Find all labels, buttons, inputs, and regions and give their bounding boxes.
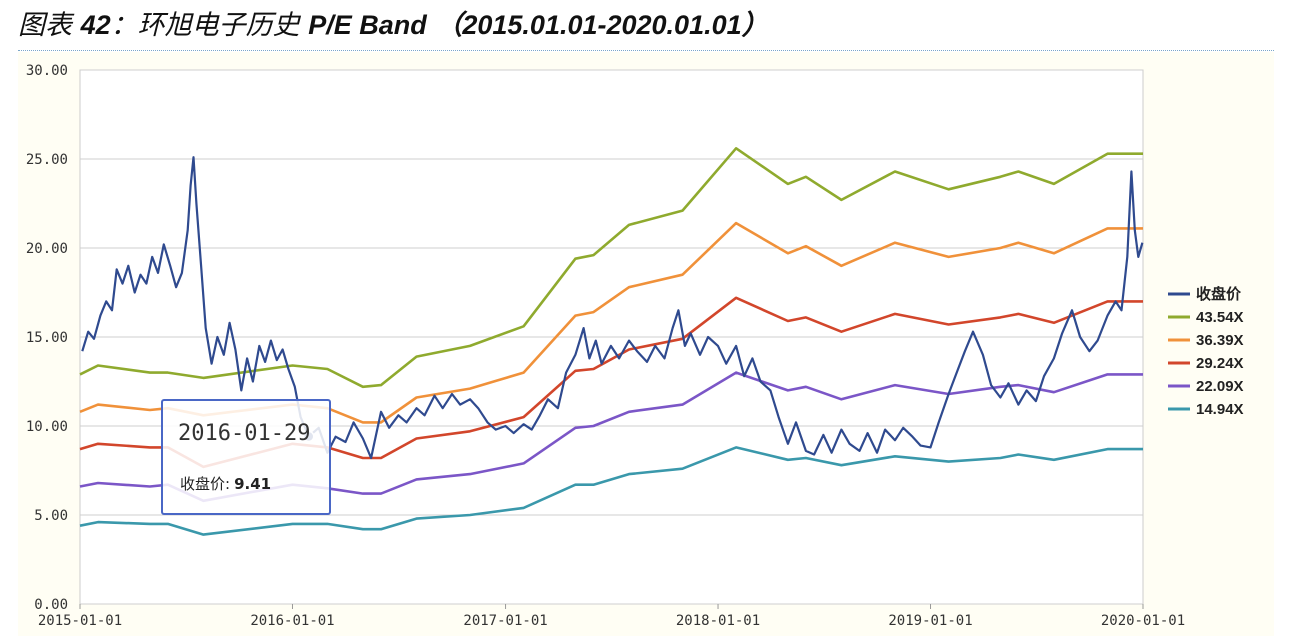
y-tick-label: 5.00	[34, 508, 68, 524]
tooltip-label: 收盘价:	[180, 475, 231, 493]
pe-band-line	[79, 446, 1143, 536]
y-tick-label: 25.00	[26, 152, 68, 168]
legend-label: 14.94X	[1196, 401, 1244, 418]
x-tick-label: 2016-01-01	[250, 613, 334, 629]
title-range: （2015.01.01-2020.01.01）	[435, 10, 769, 40]
title-band: P/E Band	[308, 10, 427, 40]
chart-panel: 0.00 5.00 10.00 15.00 20.00 25.00 30.00 2015-01…	[18, 52, 1274, 636]
x-tick-label: 2019-01-01	[888, 613, 972, 629]
tooltip-value: 9.41	[234, 475, 272, 493]
tooltip-value-row: 收盘价: 9.41	[180, 473, 271, 494]
y-tick-label: 20.00	[26, 241, 68, 257]
y-tick-label: 30.00	[26, 63, 68, 79]
x-tick-label: 2015-01-01	[38, 613, 122, 629]
y-tick-label: 15.00	[26, 330, 68, 346]
close-price-line	[81, 156, 1144, 460]
title-prefix: 图表	[18, 10, 72, 41]
legend-label: 收盘价	[1196, 285, 1242, 303]
x-tick-label: 2020-01-01	[1101, 613, 1185, 629]
tooltip-date: 2016-01-29	[178, 421, 311, 446]
y-tick-label: 10.00	[26, 419, 68, 435]
legend-label: 43.54X	[1196, 309, 1244, 326]
title-divider	[18, 50, 1274, 51]
title-number: 42	[80, 10, 111, 40]
legend-label: 29.24X	[1196, 355, 1244, 372]
data-tooltip: 2016-01-29 收盘价: 9.41	[161, 399, 331, 515]
legend-label: 36.39X	[1196, 332, 1244, 349]
pe-band-line	[79, 147, 1143, 389]
title-subject: 环旭电子历史	[137, 10, 300, 41]
x-tick-label: 2017-01-01	[463, 613, 547, 629]
legend-label: 22.09X	[1196, 378, 1244, 395]
pe-band-chart: 0.00 5.00 10.00 15.00 20.00 25.00 30.00 2015-01…	[26, 63, 1244, 629]
x-tick-label: 2018-01-01	[676, 613, 760, 629]
figure-title: 图表 42：环旭电子历史 P/E Band （2015.01.01-2020.0…	[18, 6, 769, 44]
title-colon: ：	[110, 10, 138, 41]
y-tick-label: 0.00	[34, 597, 68, 613]
